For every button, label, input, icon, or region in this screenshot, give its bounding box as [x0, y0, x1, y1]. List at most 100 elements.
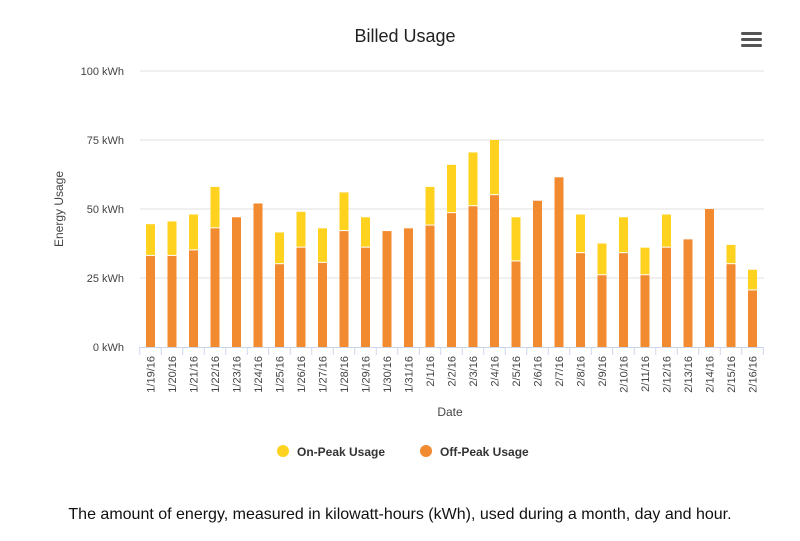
billed-usage-chart: Billed Usage 0 kWh 25 kWh 50 kWh 75 kWh 100 …	[52, 26, 764, 459]
bar-off-peak	[576, 253, 585, 347]
bar-off-peak	[705, 209, 714, 347]
x-tick-label: 1/28/16	[339, 356, 351, 393]
hamburger-menu-icon[interactable]	[741, 32, 762, 47]
bar-on-peak	[425, 186, 435, 225]
x-tick-label: 2/8/16	[576, 356, 588, 387]
bar-on-peak	[189, 214, 198, 250]
bar-off-peak	[318, 262, 327, 347]
x-tick-label: 1/25/16	[275, 356, 287, 393]
bar-off-peak	[232, 217, 241, 347]
bar-on-peak	[511, 217, 521, 261]
x-tick-label: 2/1/16	[425, 356, 437, 387]
y-axis-title: Energy Usage	[52, 171, 66, 247]
bar-on-peak	[361, 217, 370, 247]
y-tick-label: 0 kWh	[93, 342, 124, 354]
bar-on-peak	[146, 224, 155, 255]
x-tick-label: 2/10/16	[619, 356, 631, 393]
bar-off-peak	[404, 228, 413, 347]
x-tick-label: 2/9/16	[597, 356, 609, 387]
bar-on-peak	[468, 152, 478, 206]
bar-on-peak	[748, 269, 757, 290]
y-tick-label: 75 kWh	[87, 135, 124, 147]
x-tick-label: 1/24/16	[253, 356, 265, 393]
x-tick-label: 1/26/16	[296, 356, 308, 393]
x-tick-label: 1/22/16	[210, 356, 222, 393]
bar-off-peak	[683, 239, 693, 347]
x-tick-label: 2/4/16	[490, 356, 502, 387]
y-axis-ticks: 0 kWh 25 kWh 50 kWh 75 kWh 100 kWh	[81, 66, 124, 354]
legend-item[interactable]: On-Peak Usage	[277, 445, 385, 459]
legend-item[interactable]: Off-Peak Usage	[420, 445, 529, 459]
bar-off-peak	[275, 264, 284, 347]
bar-on-peak	[339, 192, 349, 231]
bar-off-peak	[511, 261, 521, 347]
bar-on-peak	[167, 221, 177, 255]
bar-off-peak	[167, 255, 177, 347]
y-tick-label: 25 kWh	[87, 273, 124, 285]
legend-marker	[420, 445, 432, 457]
bar-off-peak	[468, 206, 478, 347]
bar-off-peak	[640, 275, 650, 347]
x-tick-label: 1/29/16	[361, 356, 373, 393]
x-tick-label: 2/15/16	[726, 356, 738, 393]
x-tick-label: 2/16/16	[748, 356, 760, 393]
x-tick-label: 2/6/16	[533, 356, 545, 387]
x-tick-label: 1/31/16	[404, 356, 416, 393]
chart-menu-button[interactable]	[738, 28, 764, 50]
bar-on-peak	[490, 140, 499, 195]
bar-on-peak	[619, 217, 628, 253]
bar-off-peak	[253, 203, 263, 347]
x-tick-label: 2/14/16	[705, 356, 717, 393]
bar-on-peak	[296, 211, 306, 247]
x-tick-label: 1/20/16	[167, 356, 179, 393]
bar-off-peak	[339, 231, 349, 347]
bar-off-peak	[425, 225, 435, 347]
bar-on-peak	[447, 164, 456, 213]
x-tick-label: 2/5/16	[511, 356, 523, 387]
x-axis-title: Date	[437, 405, 463, 419]
bar-on-peak	[275, 232, 284, 264]
bar-off-peak	[597, 275, 607, 347]
bar-off-peak	[361, 247, 370, 347]
bar-off-peak	[748, 290, 757, 347]
bar-off-peak	[146, 255, 155, 347]
x-tick-label: 1/27/16	[318, 356, 330, 393]
x-tick-label: 1/19/16	[146, 356, 158, 393]
legend-label: Off-Peak Usage	[440, 445, 529, 459]
x-tick-label: 2/7/16	[554, 356, 566, 387]
x-tick-label: 1/21/16	[189, 356, 201, 393]
bar-on-peak	[597, 243, 607, 275]
x-tick-label: 2/12/16	[662, 356, 674, 393]
x-tick-label: 1/30/16	[382, 356, 394, 393]
bar-on-peak	[726, 244, 736, 264]
y-tick-label: 50 kWh	[87, 204, 124, 216]
x-tick-label: 2/3/16	[468, 356, 480, 387]
bar-off-peak	[726, 264, 736, 347]
x-tick-label: 2/11/16	[640, 356, 652, 392]
bar-on-peak	[318, 228, 327, 262]
chart-title: Billed Usage	[354, 26, 455, 46]
bar-off-peak	[210, 228, 220, 347]
bar-on-peak	[210, 186, 220, 228]
bar-off-peak	[382, 231, 392, 347]
x-tick-label: 2/13/16	[683, 356, 695, 393]
bar-off-peak	[662, 247, 671, 347]
bar-on-peak	[640, 247, 650, 275]
chart-legend: On-Peak Usage Off-Peak Usage	[277, 445, 529, 459]
x-tick-label: 2/2/16	[447, 356, 459, 387]
chart-caption: The amount of energy, measured in kilowa…	[68, 506, 732, 523]
legend-marker	[277, 445, 289, 457]
bar-off-peak	[619, 253, 628, 347]
bar-off-peak	[533, 200, 542, 347]
legend-label: On-Peak Usage	[297, 445, 385, 459]
bar-off-peak	[490, 195, 499, 347]
bar-off-peak	[447, 213, 456, 347]
x-axis-ticks: 1/19/16 1/20/16 1/21/16 1/22/16 1/23/16 1/24/…	[139, 347, 764, 393]
bar-off-peak	[554, 177, 564, 347]
bar-off-peak	[296, 247, 306, 347]
bar-off-peak	[189, 250, 198, 347]
y-tick-label: 100 kWh	[81, 66, 124, 78]
x-tick-label: 1/23/16	[232, 356, 244, 393]
bar-on-peak	[662, 214, 671, 247]
bar-series	[146, 140, 757, 347]
